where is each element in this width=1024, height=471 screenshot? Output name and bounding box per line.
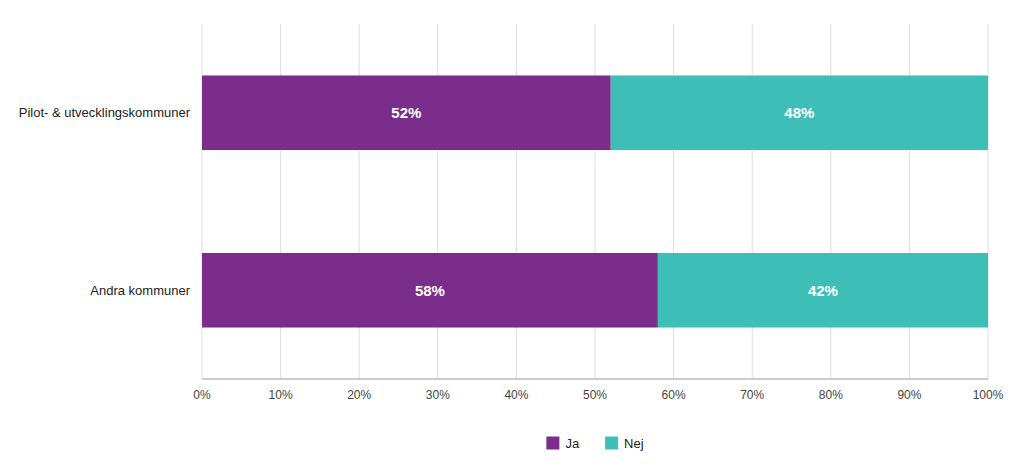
grid: [202, 24, 988, 379]
data-label: 58%: [415, 282, 445, 299]
data-label: 42%: [808, 282, 838, 299]
x-tick-label: 60%: [662, 388, 686, 402]
data-label: 48%: [784, 104, 814, 121]
legend-swatch: [546, 437, 559, 450]
y-tick-label: Andra kommuner: [90, 283, 190, 298]
x-tick-label: 70%: [740, 388, 764, 402]
data-label: 52%: [391, 104, 421, 121]
bar: [202, 253, 658, 328]
x-tick-label: 10%: [269, 388, 293, 402]
legend: Ja Nej: [546, 436, 643, 451]
legend-swatch: [605, 437, 618, 450]
y-tick-label: Pilot- & utvecklingskommuner: [19, 105, 191, 120]
bar: [658, 253, 988, 328]
x-tick-label: 90%: [897, 388, 921, 402]
x-tick-label: 80%: [819, 388, 843, 402]
bar: [611, 75, 988, 150]
legend-label: Nej: [624, 436, 644, 451]
legend-label: Ja: [565, 436, 580, 451]
x-tick-label: 30%: [426, 388, 450, 402]
x-tick-label: 100%: [973, 388, 1004, 402]
x-tick-label: 20%: [347, 388, 371, 402]
data-labels: 52% 58% 48% 42%: [391, 104, 838, 299]
x-tick-label: 50%: [583, 388, 607, 402]
background: [0, 0, 1024, 471]
chart: 0% 10% 20% 30% 40% 50% 60% 70% 80% 90% 100% Pilot- …: [0, 0, 1024, 471]
x-axis-line: [202, 379, 988, 380]
x-tick-label: 0%: [193, 388, 211, 402]
x-tick-label: 40%: [504, 388, 528, 402]
bars: [202, 75, 988, 327]
bar: [202, 75, 611, 150]
